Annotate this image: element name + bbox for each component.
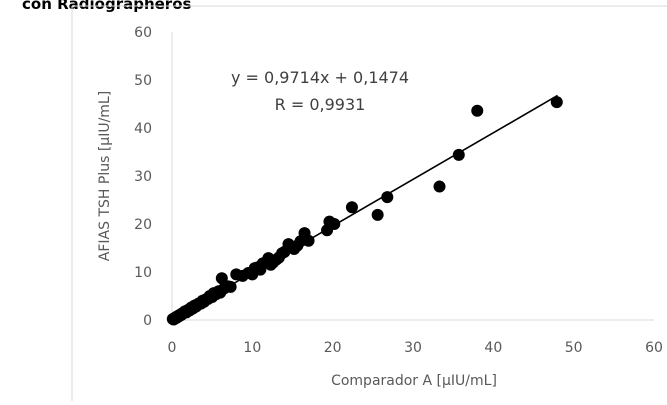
x-axis-ticks: 0 10 20 30 40 50 60	[168, 340, 663, 356]
y-axis-title: AFIAS TSH Plus [µIU/mL]	[97, 91, 113, 261]
x-tick-label: 30	[404, 340, 422, 356]
y-tick-label: 60	[134, 25, 152, 41]
x-tick-label: 0	[168, 340, 177, 356]
y-tick-label: 30	[134, 169, 152, 185]
header-fragment: con Radiographeros	[22, 0, 192, 13]
data-point	[381, 191, 394, 204]
x-tick-label: 60	[645, 340, 663, 356]
data-point	[471, 104, 484, 117]
y-tick-label: 50	[134, 73, 152, 89]
y-tick-label: 40	[134, 121, 152, 137]
x-tick-label: 10	[243, 340, 261, 356]
x-tick-label: 40	[484, 340, 502, 356]
y-tick-label: 0	[143, 313, 152, 329]
data-point	[302, 234, 315, 247]
data-point	[328, 218, 341, 230]
x-tick-label: 20	[324, 340, 342, 356]
y-tick-label: 20	[134, 217, 152, 233]
data-point	[345, 201, 358, 214]
r-value-label: R = 0,9931	[275, 95, 366, 114]
data-points	[166, 96, 563, 326]
data-point	[371, 208, 384, 221]
data-point	[215, 272, 228, 285]
data-point	[452, 148, 465, 161]
x-tick-label: 50	[565, 340, 583, 356]
equation-label: y = 0,9714x + 0,1474	[231, 68, 409, 87]
y-tick-label: 10	[134, 265, 152, 281]
trendline	[171, 94, 559, 320]
data-point	[550, 96, 563, 109]
x-axis-title: Comparador A [µIU/mL]	[331, 373, 497, 389]
data-point	[224, 280, 237, 293]
data-point	[433, 180, 446, 193]
y-axis-ticks: 0 10 20 30 40 50 60	[134, 25, 152, 329]
